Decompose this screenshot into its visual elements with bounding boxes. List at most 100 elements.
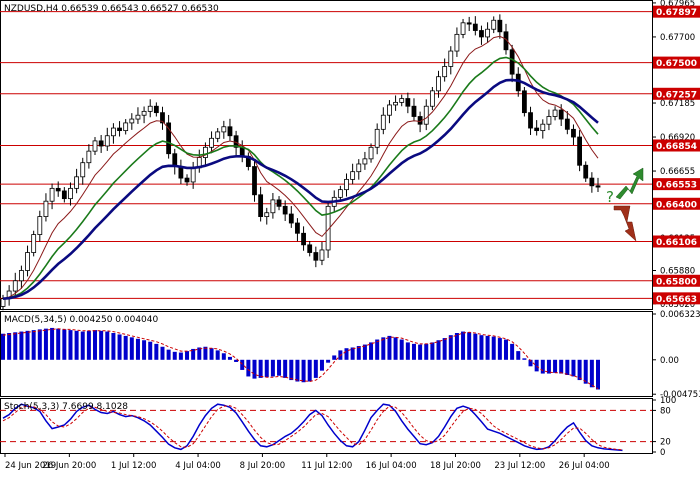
- macd-bar: [479, 335, 484, 360]
- price-chart-title: NZDUSD,H4 0.66539 0.66543 0.66527 0.6653…: [4, 4, 219, 14]
- ma-fast-line: [2, 35, 599, 300]
- candle-body: [43, 200, 49, 217]
- macd-y-axis: 0.006323 0.00 -0.004753: [652, 310, 700, 400]
- macd-bar: [393, 337, 398, 360]
- time-tick-label: 4 Jul 04:00: [175, 461, 221, 471]
- candle-body: [344, 178, 349, 191]
- macd-bar: [387, 335, 392, 360]
- macd-bar: [25, 330, 30, 360]
- macd-bar: [596, 359, 600, 390]
- candle-body: [528, 112, 533, 129]
- price-levels: [0, 11, 652, 299]
- macd-bar: [369, 342, 374, 360]
- candle-body: [153, 105, 159, 114]
- candle-body: [454, 33, 460, 52]
- candle-body: [221, 126, 227, 133]
- macd-bar: [289, 359, 294, 381]
- candle-body: [393, 101, 398, 106]
- macd-histogram: [1, 327, 600, 390]
- macd-signal-line: [2, 328, 599, 390]
- candle-body: [399, 98, 405, 103]
- price-level-tag: [653, 274, 700, 287]
- macd-bar: [123, 335, 128, 360]
- price-level-label: 0.65663: [656, 295, 697, 305]
- price-level-label: 0.66106: [656, 238, 697, 248]
- stoch-tick-label: 20: [660, 438, 671, 448]
- macd-bar: [270, 359, 275, 377]
- macd-bar: [467, 332, 472, 360]
- candle-body: [258, 194, 264, 218]
- macd-tick-label: -0.004753: [660, 390, 700, 400]
- macd-bar: [405, 342, 410, 360]
- macd-bar: [191, 348, 196, 360]
- macd-bar: [93, 330, 98, 360]
- macd-bar: [411, 343, 416, 360]
- macd-bar: [503, 339, 508, 360]
- candle-body: [123, 122, 129, 132]
- candle-body: [313, 252, 319, 261]
- macd-bar: [375, 339, 380, 360]
- price-tick-label: 0.67185: [660, 99, 695, 109]
- macd-bar: [62, 329, 67, 360]
- price-candles: [0, 14, 601, 311]
- candle-body: [442, 66, 448, 78]
- macd-bar: [246, 359, 251, 377]
- candle-body: [571, 128, 576, 138]
- candle-body: [577, 136, 582, 166]
- candle-body: [80, 162, 86, 178]
- macd-bar: [13, 332, 18, 360]
- price-level-tag: [653, 197, 700, 210]
- macd-bar: [362, 344, 367, 360]
- macd-bar: [356, 346, 361, 360]
- candle-body: [160, 112, 165, 124]
- macd-bar: [129, 337, 134, 360]
- candle-body: [111, 127, 116, 137]
- macd-bar: [252, 359, 257, 379]
- macd-bar: [148, 341, 153, 360]
- macd-bar: [295, 359, 300, 382]
- candle-body: [282, 205, 288, 215]
- macd-bar: [332, 355, 337, 360]
- candle-body: [521, 90, 527, 114]
- macd-bar: [553, 359, 558, 373]
- price-tick-label: 0.67965: [660, 0, 695, 9]
- price-tick-label: 0.67700: [660, 33, 695, 43]
- time-tick-label: 24 Jun 2019: [5, 461, 56, 471]
- time-tick-label: 16 Jul 04:00: [366, 461, 417, 471]
- price-level-tag: [653, 56, 700, 69]
- stoch-panel-frame: [0, 398, 653, 454]
- candle-body: [534, 127, 540, 132]
- macd-bar: [497, 338, 502, 360]
- time-tick-label: 26 Jul 04:00: [559, 461, 610, 471]
- candle-body: [319, 249, 325, 261]
- time-tick-label: 18 Jul 20:00: [430, 461, 481, 471]
- macd-bar: [307, 359, 312, 382]
- candle-body: [49, 187, 55, 202]
- macd-bar: [86, 330, 91, 360]
- stoch-tick-label: 80: [660, 406, 671, 416]
- candle-body: [503, 31, 509, 51]
- ma-slow-line: [2, 78, 599, 300]
- macd-bar: [461, 331, 466, 360]
- candle-body: [276, 199, 282, 207]
- macd-bar: [221, 353, 226, 360]
- macd-bar: [301, 359, 306, 383]
- candle-body: [209, 137, 214, 148]
- candle-body: [92, 140, 98, 152]
- stoch-d-line: [2, 405, 623, 451]
- time-tick-label: 23 Jul 12:00: [494, 461, 545, 471]
- candle-body: [540, 123, 546, 132]
- arrow-down-icon: [613, 205, 637, 242]
- price-level-label: 0.66400: [656, 200, 697, 210]
- macd-bar: [234, 359, 239, 362]
- candle-body: [491, 19, 497, 30]
- macd-bar: [215, 350, 220, 360]
- candle-body: [37, 216, 43, 235]
- price-level-tag: [653, 292, 700, 305]
- macd-bar: [135, 338, 140, 360]
- macd-bar: [516, 351, 521, 360]
- macd-bar: [448, 335, 453, 360]
- candle-body: [436, 76, 441, 92]
